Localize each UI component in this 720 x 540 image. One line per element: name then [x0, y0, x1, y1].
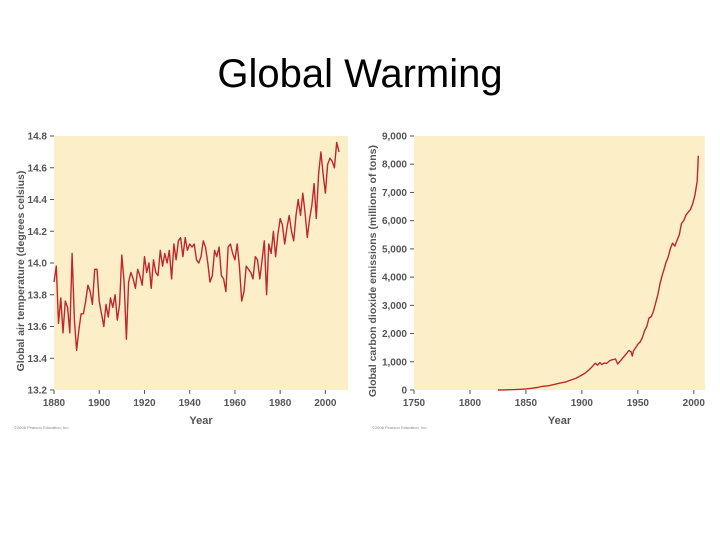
- temperature-y-tick-label: 14.8: [28, 132, 48, 143]
- temperature-plot-area: [54, 136, 348, 390]
- emissions-y-tick-label: 8,000: [382, 160, 407, 171]
- emissions-y-tick-label: 6,000: [382, 216, 407, 227]
- temperature-y-tick-label: 13.8: [28, 290, 48, 301]
- emissions-plot-area: [414, 136, 705, 390]
- temperature-x-tick-label: 1880: [43, 398, 66, 409]
- temperature-x-axis-title: Year: [189, 415, 213, 427]
- temperature-y-tick-label: 13.2: [28, 386, 48, 397]
- temperature-x-tick-label: 2000: [314, 398, 337, 409]
- emissions-y-axis-title: Global carbon dioxide emissions (million…: [367, 145, 379, 397]
- temperature-y-tick-label: 13.4: [28, 354, 48, 365]
- emissions-y-tick-label: 4,000: [382, 273, 407, 284]
- temperature-x-tick-label: 1980: [269, 398, 292, 409]
- temperature-y-tick-label: 14.4: [28, 195, 48, 206]
- emissions-y-tick-label: 7,000: [382, 188, 407, 199]
- temperature-y-tick-label: 13.6: [28, 322, 48, 333]
- emissions-y-tick-label: 5,000: [382, 244, 407, 255]
- emissions-y-tick-label: 9,000: [382, 132, 407, 143]
- emissions-x-tick-label: 1800: [459, 398, 482, 409]
- temperature-chart-credit: ©2008 Pearson Education, Inc.: [14, 425, 70, 430]
- emissions-x-tick-label: 1950: [627, 398, 650, 409]
- temperature-x-tick-label: 1920: [133, 398, 156, 409]
- temperature-y-tick-label: 14.6: [28, 163, 48, 174]
- emissions-x-tick-label: 1850: [515, 398, 538, 409]
- emissions-x-tick-label: 1750: [403, 398, 426, 409]
- temperature-x-tick-label: 1960: [224, 398, 247, 409]
- temperature-y-tick-label: 14.0: [28, 259, 48, 270]
- temperature-x-tick-label: 1940: [179, 398, 202, 409]
- emissions-y-tick-label: 2,000: [382, 329, 407, 340]
- emissions-y-tick-label: 0: [401, 386, 407, 397]
- emissions-x-tick-label: 2000: [683, 398, 706, 409]
- temperature-y-tick-label: 14.2: [28, 227, 48, 238]
- emissions-x-axis-title: Year: [548, 415, 572, 427]
- slide-title: Global Warming: [217, 52, 503, 96]
- emissions-chart-credit: ©2008 Pearson Education, Inc.: [372, 425, 428, 430]
- emissions-series-line: [497, 155, 699, 391]
- temperature-x-tick-label: 1900: [88, 398, 111, 409]
- temperature-y-axis-title: Global air temperature (degrees celsius): [15, 171, 27, 372]
- emissions-x-tick-label: 1900: [571, 398, 594, 409]
- emissions-y-tick-label: 3,000: [382, 301, 407, 312]
- emissions-y-tick-label: 1,000: [382, 357, 407, 368]
- temperature-series-line: [53, 141, 340, 351]
